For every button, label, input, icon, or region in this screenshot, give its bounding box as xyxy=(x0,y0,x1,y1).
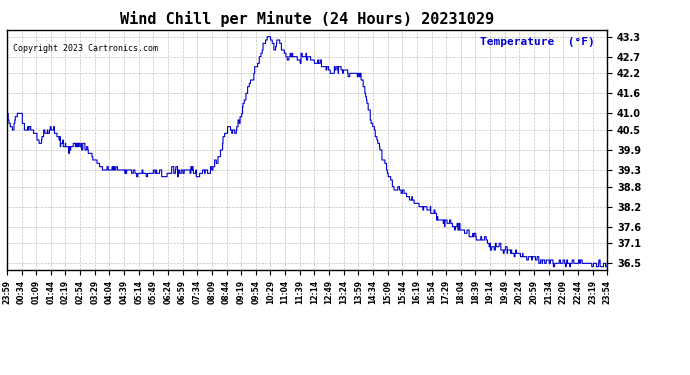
Text: Copyright 2023 Cartronics.com: Copyright 2023 Cartronics.com xyxy=(13,44,158,53)
Text: Temperature  (°F): Temperature (°F) xyxy=(480,37,595,47)
Title: Wind Chill per Minute (24 Hours) 20231029: Wind Chill per Minute (24 Hours) 2023102… xyxy=(120,12,494,27)
